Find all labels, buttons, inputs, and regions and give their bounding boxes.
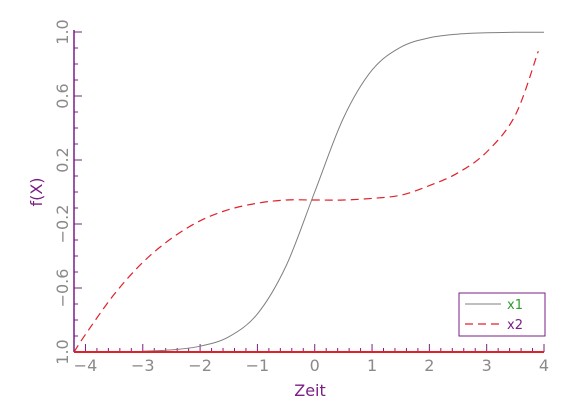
y-tick-label: −0.2 [53,205,72,244]
series-line-x2 [73,50,539,353]
x-axis-title: Zeit [294,381,326,400]
x-tick-label: −3 [131,356,155,375]
x-tick-label: 2 [424,356,434,375]
x-tick-label: 3 [482,356,492,375]
series-layer [73,31,545,353]
x-tick-label: 0 [310,356,320,375]
series-line-x1 [142,31,545,352]
y-axis-title: f(X) [27,177,46,206]
x-tick-label: 1 [367,356,377,375]
legend-label-x2: x2 [507,318,523,333]
legend: x1 x2 [458,292,546,337]
y-tick-label: 0.6 [53,83,72,108]
x-tick-label: −4 [74,356,98,375]
legend-box [458,292,546,337]
y-tick-label: 0.2 [53,147,72,172]
y-tick-label: −0.6 [53,269,72,308]
legend-label-x1: x1 [507,298,523,313]
x-tick-label: −2 [188,356,212,375]
x-tick-label: −1 [246,356,270,375]
y-tick-label: 1.0 [53,19,72,44]
axes [73,30,544,353]
tick-labels: 1.00.60.2−0.2−0.61.0−4 −3 −2 −1 0 1 2 3 4 [53,19,549,375]
y-tick-label: 1.0 [53,339,72,364]
x-tick-label: 4 [539,356,549,375]
